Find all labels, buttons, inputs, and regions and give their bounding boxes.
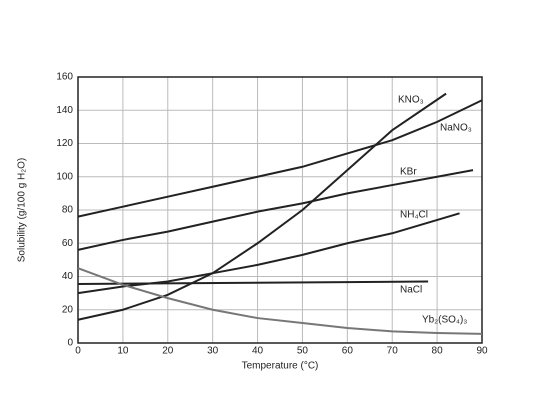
series-line — [77, 92, 447, 321]
series-label: Yb₂(SO₄)₃ — [422, 315, 467, 326]
series-line — [77, 267, 483, 335]
x-tick-label: 20 — [162, 346, 174, 357]
y-tick-label: 0 — [67, 338, 73, 349]
x-axis-label: Temperature (°C) — [242, 361, 319, 372]
series-line — [77, 280, 429, 285]
y-tick-label: 80 — [62, 205, 74, 216]
series-label: KNO₃ — [398, 95, 424, 106]
series-label: NaCl — [400, 285, 422, 296]
x-tick-label: 40 — [252, 346, 264, 357]
y-tick-label: 100 — [56, 171, 73, 182]
series-label: KBr — [400, 167, 417, 178]
y-tick-label: 140 — [56, 105, 73, 116]
y-tick-label: 40 — [62, 271, 74, 282]
x-tick-label: 70 — [387, 346, 399, 357]
x-tick-label: 10 — [117, 346, 129, 357]
y-tick-label: 60 — [62, 238, 74, 249]
series-label: NH₄Cl — [400, 210, 428, 221]
x-tick-label: 60 — [342, 346, 354, 357]
x-tick-label: 0 — [75, 346, 81, 357]
y-axis-label: Solubility (g/100 g H₂O) — [17, 158, 28, 262]
x-tick-label: 50 — [297, 346, 309, 357]
y-tick-label: 20 — [62, 304, 74, 315]
y-tick-label: 120 — [56, 138, 73, 149]
y-tick-label: 160 — [56, 72, 73, 83]
x-tick-label: 30 — [207, 346, 219, 357]
series-line — [77, 169, 474, 251]
series-line — [77, 99, 483, 218]
series-label: NaNO₃ — [440, 123, 472, 134]
x-tick-label: 90 — [476, 346, 488, 357]
plot-frame — [77, 76, 483, 344]
series-line — [77, 212, 460, 295]
x-tick-label: 80 — [432, 346, 444, 357]
